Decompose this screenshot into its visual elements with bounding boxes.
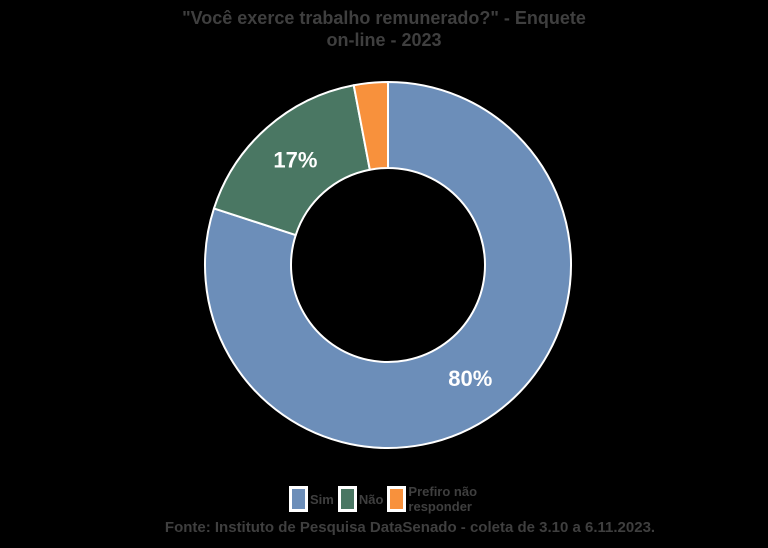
pie-slice-nao	[212, 84, 371, 237]
chart-legend: Sim Não Prefiro não responder	[289, 484, 492, 514]
source-caption: Fonte: Instituto de Pesquisa DataSenado …	[164, 519, 656, 536]
pie-slice-sim	[204, 81, 572, 449]
legend-swatch-sim	[289, 486, 308, 512]
legend-label-prefiro-nao-responder: Prefiro não responder	[408, 484, 478, 514]
chart-title: "Você exerce trabalho remunerado?" - Enq…	[0, 7, 768, 51]
legend-item-nao: Não	[337, 486, 384, 512]
legend-item-sim: Sim	[289, 486, 334, 512]
chart-title-line2: on-line - 2023	[326, 30, 442, 50]
legend-label-nao: Não	[358, 491, 384, 507]
legend-label-sim: Sim	[310, 491, 334, 507]
legend-swatch-nao	[337, 486, 357, 512]
slice-label-nao: 17%	[273, 147, 317, 172]
legend-swatch-prefiro-nao-responder	[387, 486, 407, 512]
chart-title-line1: "Você exerce trabalho remunerado?" - Enq…	[182, 8, 586, 28]
legend-item-prefiro-nao-responder: Prefiro não responder	[387, 484, 488, 514]
pie-slice-prefiro-nao-responder	[352, 81, 389, 171]
slice-label-sim: 80%	[448, 366, 492, 391]
